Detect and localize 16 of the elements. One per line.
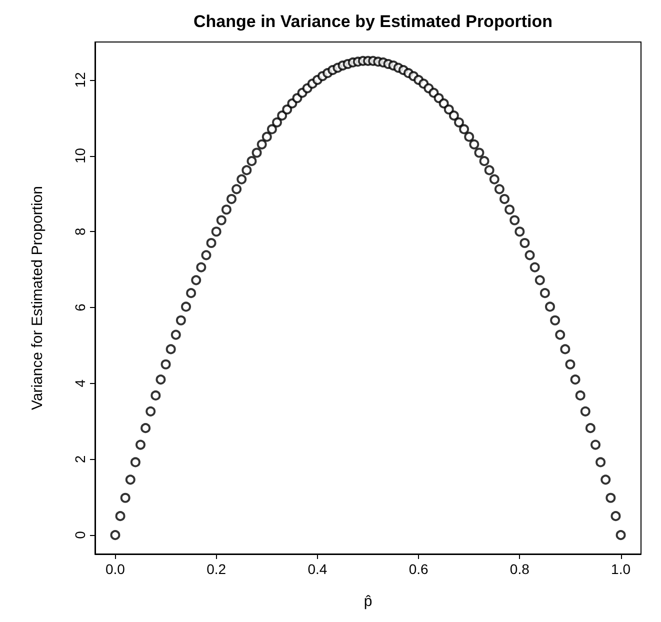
x-tick-label: 0.8 — [510, 561, 530, 577]
x-tick-label: 1.0 — [611, 561, 631, 577]
x-tick-label: 0.0 — [105, 561, 126, 577]
y-tick-label: 6 — [72, 303, 88, 312]
y-axis-title: Variance for Estimated Proportion — [29, 186, 46, 410]
y-tick-label: 12 — [72, 72, 88, 88]
y-tick-label: 2 — [72, 455, 88, 464]
x-tick-label: 0.4 — [308, 561, 328, 577]
y-tick-label: 8 — [72, 228, 88, 236]
chart-title: Change in Variance by Estimated Proportion — [194, 12, 552, 31]
x-axis-title: p̂ — [364, 593, 372, 610]
x-tick-label: 0.2 — [206, 561, 226, 577]
y-tick-label: 4 — [72, 379, 88, 388]
y-tick-label: 0 — [72, 530, 88, 539]
x-tick-label: 0.6 — [408, 561, 428, 577]
y-tick-label: 10 — [72, 148, 88, 164]
